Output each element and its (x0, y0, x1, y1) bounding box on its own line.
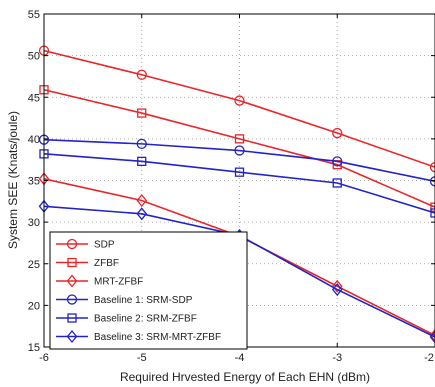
series-line-baseline-1-srm-sdp (43, 138, 435, 183)
series-zfbf (39, 85, 435, 212)
y-tick-label: 20 (28, 300, 40, 312)
y-tick-label: 30 (28, 217, 40, 229)
y-tick-label: 50 (28, 51, 40, 63)
legend-marker (66, 238, 78, 250)
legend-label: ZFBF (94, 258, 119, 269)
legend-marker (67, 257, 77, 268)
data-point-baseline-1-srm-sdp (332, 156, 343, 167)
data-point-sdp (332, 127, 343, 139)
y-tick-label: 15 (28, 342, 40, 354)
y-tick-label: 45 (28, 92, 40, 104)
data-point-mrt-zfbf (331, 279, 343, 293)
legend-label: SDP (94, 240, 115, 251)
data-point-zfbf (430, 202, 435, 212)
y-tick-label: 35 (28, 176, 40, 188)
legend-marker (67, 313, 77, 323)
x-tick-label: -2 (424, 352, 434, 364)
y-axis-title: System SEE (Knats/joule) (6, 111, 20, 249)
data-point-sdp (429, 162, 435, 173)
legend-item-mrt-zfbf: MRT-ZFBF (56, 274, 143, 288)
data-point-zfbf (137, 108, 147, 118)
legend-item-baseline-3-srm-mrt-zfbf: Baseline 3: SRM-MRT-ZFBF (56, 329, 221, 344)
x-tick-label: -4 (235, 352, 245, 364)
legend-label: Baseline 3: SRM-MRT-ZFBF (94, 332, 221, 343)
legend-marker (66, 294, 78, 305)
legend-label: Baseline 1: SRM-SDP (94, 295, 193, 306)
legend-label: MRT-ZFBF (94, 277, 143, 288)
x-tick-label: -5 (137, 352, 147, 364)
series-line-zfbf (43, 88, 435, 208)
data-point-baseline-2-srm-zfbf (430, 208, 435, 218)
data-point-baseline-1-srm-sdp (136, 138, 147, 150)
y-tick-label: 40 (28, 134, 40, 146)
legend-marker (66, 274, 78, 288)
y-tick-label: 25 (28, 259, 40, 271)
series-baseline-1-srm-sdp (38, 134, 435, 187)
legend-item-zfbf: ZFBF (56, 257, 119, 269)
data-point-baseline-3-srm-mrt-zfbf (331, 283, 343, 297)
data-point-baseline-3-srm-mrt-zfbf (429, 330, 435, 344)
legend-box (49, 231, 248, 350)
data-point-baseline-1-srm-sdp (234, 145, 245, 156)
legend-item-sdp: SDP (56, 238, 115, 251)
data-point-zfbf (234, 134, 245, 144)
data-point-baseline-3-srm-mrt-zfbf (136, 207, 148, 221)
data-point-sdp (136, 69, 147, 80)
y-tick-label: 55 (28, 9, 40, 21)
legend-item-baseline-2-srm-zfbf: Baseline 2: SRM-ZFBF (56, 313, 197, 325)
x-axis-title: Required Hrvested Energy of Each EHN (dB… (120, 370, 370, 384)
data-point-sdp (234, 95, 245, 106)
data-point-mrt-zfbf (429, 328, 435, 342)
series-line-sdp (43, 49, 435, 168)
x-tick-label: -3 (332, 352, 342, 364)
data-point-baseline-1-srm-sdp (429, 176, 435, 187)
legend-marker (66, 329, 78, 344)
data-point-mrt-zfbf (136, 193, 148, 208)
data-point-baseline-2-srm-zfbf (234, 167, 245, 177)
legend: SDP ZFBF MRT-ZFBF Baseline 1: SRM-SDP Baseli… (49, 231, 248, 350)
x-tick-label: -6 (39, 352, 49, 364)
data-point-baseline-2-srm-zfbf (137, 156, 147, 167)
data-point-baseline-2-srm-zfbf (332, 178, 342, 188)
legend-item-baseline-1-srm-sdp: Baseline 1: SRM-SDP (56, 294, 193, 306)
ticks: -6 -5 -4 -3 -2 15 20 25 30 35 40 45 50 55 (28, 9, 435, 364)
legend-label: Baseline 2: SRM-ZFBF (94, 314, 197, 325)
series-line-baseline-2-srm-zfbf (43, 153, 435, 214)
